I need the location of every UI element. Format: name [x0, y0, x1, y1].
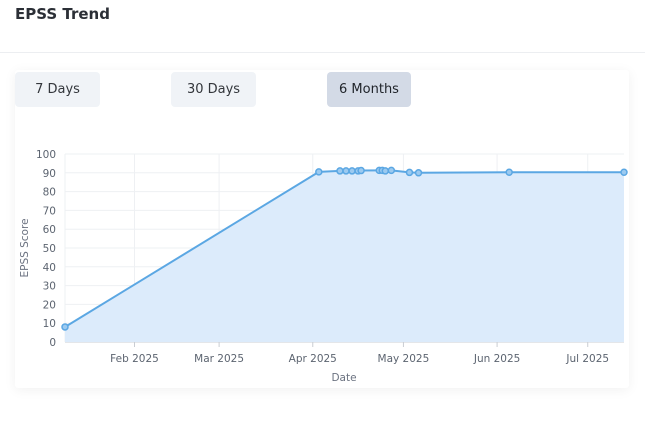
data-point — [61, 323, 69, 331]
data-point — [315, 168, 323, 176]
y-axis-title: EPSS Score — [19, 218, 31, 277]
y-tick-label: 70 — [43, 205, 56, 217]
y-axis-ticks: 0 10 20 30 40 50 60 70 80 90 100 — [36, 149, 56, 349]
y-tick-label: 50 — [43, 243, 56, 255]
data-point — [342, 167, 350, 175]
y-tick-label: 90 — [43, 168, 56, 180]
page-title: EPSS Trend — [15, 5, 110, 23]
x-axis-ticks: Feb 2025 Mar 2025 Apr 2025 May 2025 Jun 2025… — [110, 353, 609, 365]
data-point — [357, 166, 365, 175]
x-tick-label: Jun 2025 — [473, 353, 520, 365]
y-tick-label: 80 — [43, 187, 56, 199]
x-axis-title: Date — [331, 372, 356, 384]
data-point — [336, 167, 344, 175]
data-point — [348, 167, 356, 175]
data-point — [387, 166, 396, 175]
x-tick-label: May 2025 — [378, 353, 430, 365]
x-tick-label: Jul 2025 — [565, 353, 609, 365]
x-tick-label: Mar 2025 — [194, 353, 244, 365]
panel-header: EPSS Trend — [0, 0, 645, 53]
y-tick-label: 20 — [43, 299, 56, 311]
y-tick-label: 10 — [43, 318, 56, 330]
data-point — [405, 168, 414, 177]
x-tick-label: Apr 2025 — [289, 353, 337, 365]
y-tick-label: 100 — [36, 149, 56, 161]
y-tick-label: 60 — [43, 224, 56, 236]
data-point — [620, 168, 628, 176]
y-tick-label: 0 — [49, 337, 56, 349]
series-points — [61, 166, 628, 331]
range-30-days-button[interactable]: 30 Days — [171, 72, 256, 107]
x-tick-label: Feb 2025 — [110, 353, 159, 365]
y-tick-label: 30 — [43, 281, 56, 293]
series-area — [65, 170, 624, 342]
data-point — [414, 169, 423, 177]
data-point — [381, 167, 390, 175]
range-6-months-button[interactable]: 6 Months — [327, 72, 411, 107]
y-tick-label: 40 — [43, 262, 56, 274]
range-7-days-button[interactable]: 7 Days — [15, 72, 100, 107]
data-point — [505, 168, 513, 176]
